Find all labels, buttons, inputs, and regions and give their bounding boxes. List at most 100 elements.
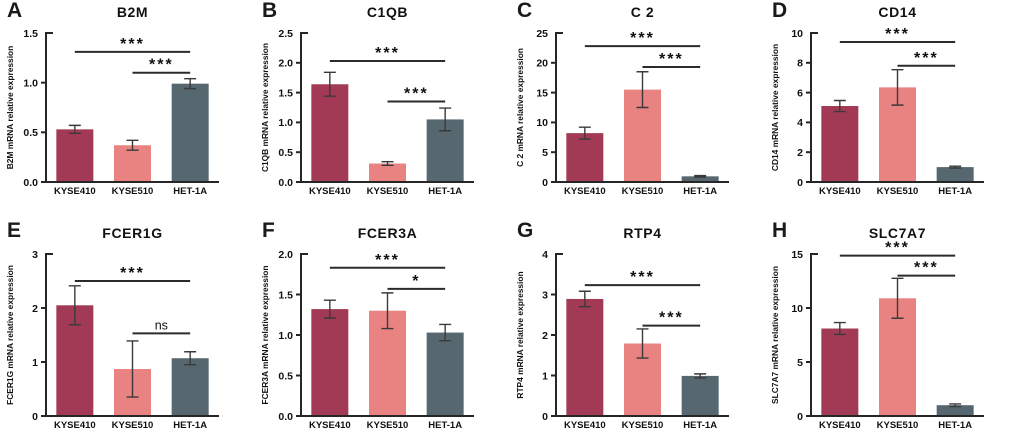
significance-label: *** — [914, 260, 939, 277]
bar-het-1a — [681, 375, 719, 416]
y-tick-label: 25 — [536, 28, 548, 40]
y-tick-label: 10 — [791, 28, 803, 40]
x-category-label: KYSE510 — [622, 186, 664, 197]
significance-label: *** — [630, 269, 655, 286]
y-tick-label: 10 — [791, 303, 803, 315]
y-tick-label: 2 — [542, 330, 548, 342]
bar-kyse410 — [821, 328, 859, 416]
x-category-label: HET-1A — [683, 186, 717, 197]
bar-chart-G: RTP4 RTP4 mRNA relative expression 0 1 2 3 4 KY… — [515, 225, 729, 431]
y-tick-label: 0 — [542, 411, 548, 423]
axes — [45, 253, 219, 417]
significance-label: *** — [630, 30, 655, 47]
significance-label: *** — [375, 45, 400, 62]
y-tick-label: 0.5 — [23, 127, 38, 139]
error-bar-het-1a — [184, 351, 197, 366]
bar-chart-F: FCER3A FCER3A mRNA relative expression 0.0… — [260, 225, 474, 431]
x-category-label: KYSE410 — [564, 186, 606, 197]
y-tick-label: 0.5 — [278, 370, 293, 382]
y-tick-label: 5 — [797, 357, 803, 369]
significance-label: *** — [885, 26, 910, 43]
significance-label: *** — [404, 86, 429, 103]
y-tick-label: 0 — [542, 177, 548, 189]
significance-label: *** — [914, 50, 939, 67]
error-bar-het-1a — [439, 323, 452, 342]
error-bar-kyse410 — [833, 321, 846, 336]
x-category-label: KYSE510 — [877, 186, 919, 197]
chart-title: B2M — [117, 4, 148, 20]
error-bar-kyse510 — [126, 139, 139, 151]
error-bar-kyse410 — [578, 126, 591, 140]
bar-kyse410 — [56, 129, 94, 182]
figure-panel-E: E FCER1G FCER1G mRNA relative expression 0 1… — [0, 220, 255, 441]
y-axis-label: C1QB mRNA relative expression — [260, 43, 270, 172]
x-category-label: KYSE510 — [112, 420, 154, 431]
panel-letter: C — [517, 0, 533, 22]
bar-chart-D: CD14 CD14 mRNA relative expression 0 2 4 6 8 10… — [770, 4, 984, 197]
chart-title: C 2 — [631, 4, 655, 20]
bar-kyse410 — [311, 84, 349, 182]
bar-het-1a — [171, 83, 209, 182]
y-tick-label: 2.0 — [278, 58, 293, 70]
error-bar-kyse510 — [636, 71, 649, 109]
x-category-label: KYSE510 — [622, 420, 664, 431]
bar-het-1a — [936, 167, 974, 182]
axes — [810, 32, 984, 183]
error-bar-kyse510 — [891, 277, 904, 319]
panel-letter: A — [7, 0, 23, 22]
x-category-label: KYSE410 — [309, 186, 351, 197]
y-tick-label: 1 — [542, 370, 548, 382]
y-tick-label: 8 — [797, 58, 803, 70]
significance-label: *** — [149, 57, 174, 74]
y-axis-label: FCER3A mRNA relative expression — [260, 265, 270, 404]
y-tick-label: 1.5 — [23, 28, 38, 40]
x-category-label: HET-1A — [683, 420, 717, 431]
significance-label: ns — [155, 318, 168, 332]
axes — [300, 32, 474, 183]
error-bar-het-1a — [949, 403, 962, 408]
bar-chart-B: C1QB C1QB mRNA relative expression 0.0 0.5 1… — [260, 4, 474, 197]
y-tick-label: 0 — [32, 411, 38, 423]
panel-letter: G — [517, 219, 534, 242]
chart-title: CD14 — [878, 4, 916, 20]
figure-panel-C: C C 2 C 2 mRNA relative expression 0 5 10 15 20… — [510, 0, 765, 220]
y-tick-label: 2 — [32, 303, 38, 315]
error-bar-kyse510 — [636, 328, 649, 359]
error-bar-kyse410 — [833, 99, 846, 113]
bar-chart-A: B2M B2M mRNA relative expression 0.0 0.5 1.0… — [5, 4, 219, 197]
y-tick-label: 20 — [536, 58, 548, 70]
y-axis-label: C 2 mRNA relative expression — [515, 48, 525, 167]
error-bar-kyse510 — [891, 68, 904, 106]
error-bar-kyse410 — [68, 285, 81, 326]
bar-kyse410 — [566, 298, 604, 416]
y-tick-label: 6 — [797, 87, 803, 99]
error-bar-kyse510 — [126, 340, 139, 398]
y-tick-label: 1.5 — [278, 289, 293, 301]
y-tick-label: 4 — [542, 249, 548, 261]
significance-label: *** — [375, 252, 400, 269]
significance-label: *** — [120, 36, 145, 53]
x-category-label: KYSE410 — [54, 186, 96, 197]
y-tick-label: 2.0 — [278, 249, 293, 261]
bar-kyse410 — [566, 133, 604, 182]
y-tick-label: 0 — [797, 177, 803, 189]
error-bar-kyse410 — [323, 299, 336, 319]
y-tick-label: 15 — [536, 87, 548, 99]
error-bar-kyse510 — [381, 292, 394, 330]
error-bar-kyse410 — [578, 290, 591, 308]
x-category-label: KYSE410 — [819, 186, 861, 197]
x-category-label: KYSE510 — [877, 420, 919, 431]
y-tick-label: 5 — [542, 147, 548, 159]
axes — [45, 32, 219, 183]
chart-title: SLC7A7 — [869, 225, 926, 241]
error-bar-het-1a — [184, 77, 197, 90]
x-category-label: KYSE510 — [367, 186, 409, 197]
axes — [555, 32, 729, 183]
figure-panel-H: H SLC7A7 SLC7A7 mRNA relative expression 0 5… — [765, 220, 1020, 441]
significance-label: *** — [659, 51, 684, 68]
error-bar-kyse510 — [381, 161, 394, 167]
y-tick-label: 0.0 — [23, 177, 38, 189]
y-axis-label: RTP4 mRNA relative expression — [515, 271, 525, 398]
y-tick-label: 4 — [797, 117, 803, 129]
x-category-label: HET-1A — [173, 420, 207, 431]
